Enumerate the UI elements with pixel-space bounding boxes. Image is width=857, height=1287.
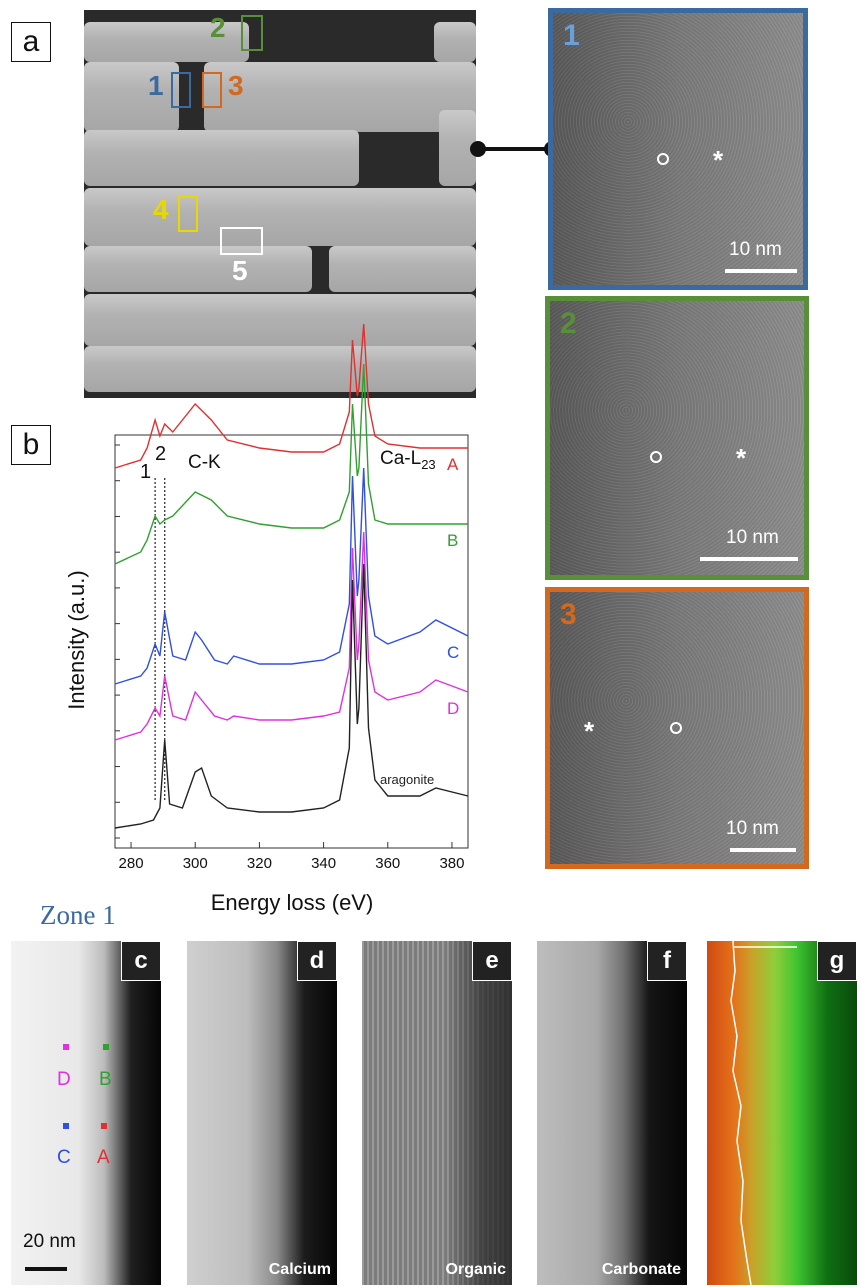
scale-label: 10 nm (726, 818, 779, 839)
crystal-marker: * (584, 716, 595, 746)
point-a-label: A (97, 1147, 110, 1168)
map-d: d Calcium (187, 941, 337, 1285)
roi-label-3: 3 (228, 70, 244, 101)
map-g: g (707, 941, 857, 1285)
series-line-D (114, 531, 469, 741)
point-a-marker (101, 1123, 107, 1129)
map-letter-f: f (647, 941, 687, 981)
map-letter-d: d (297, 941, 337, 981)
point-b-label: B (99, 1069, 112, 1090)
roi-label-1: 1 (148, 70, 164, 101)
series-label-aragonite: aragonite (380, 772, 434, 787)
scale-label: 10 nm (726, 527, 779, 548)
map-letter-e: e (472, 941, 512, 981)
series-label-B: B (447, 531, 458, 550)
edge-label-ck: C-K (188, 452, 221, 473)
boundary-outline (730, 941, 797, 1285)
amorphous-marker (650, 451, 662, 463)
tem-label-2: 2 (560, 307, 577, 340)
series-label-D: D (447, 699, 459, 718)
edge-label-cal: Ca-L23 (380, 448, 436, 472)
roi-label-5: 5 (232, 255, 248, 286)
scale-label: 10 nm (729, 239, 782, 260)
series-label-A: A (447, 455, 459, 474)
crystal-marker: * (736, 443, 747, 473)
roi-box-3 (202, 72, 222, 108)
map-scale-bar (25, 1267, 67, 1271)
connector-line (478, 147, 552, 151)
x-axis-label: Energy loss (eV) (211, 890, 374, 915)
crystal-marker: * (713, 145, 724, 175)
map-letter-c: c (121, 941, 161, 981)
zone-title: Zone 1 (40, 900, 116, 930)
map-caption-organic: Organic (445, 1261, 506, 1278)
series-line-A (114, 323, 468, 469)
map-f: f Carbonate (537, 941, 687, 1285)
connector-dot-left (470, 141, 486, 157)
map-letter-g: g (817, 941, 857, 981)
tem-label-1: 1 (563, 19, 580, 52)
peak-label-2: 2 (155, 443, 166, 465)
scale-bar (725, 269, 797, 273)
sem-image (84, 10, 476, 398)
series-label-C: C (447, 643, 459, 662)
x-tick-label-380: 380 (439, 855, 464, 872)
edge-label-cal-main: Ca-L (380, 448, 421, 469)
x-tick-label-360: 360 (375, 855, 400, 872)
panel-a-letter: a (11, 22, 51, 62)
edge-label-cal-sub: 23 (421, 457, 435, 472)
roi-box-1 (171, 72, 191, 108)
peak-label-1: 1 (140, 461, 151, 483)
series-line-B (114, 363, 468, 565)
map-caption-carbonate: Carbonate (601, 1261, 681, 1278)
roi-label-2: 2 (210, 12, 226, 43)
roi-box-4 (178, 196, 198, 232)
point-d-marker (63, 1044, 69, 1050)
point-d-label: D (57, 1069, 71, 1090)
point-c-marker (63, 1123, 69, 1129)
tem-panel-2: 2 * 10 nm (545, 296, 809, 580)
point-b-marker (103, 1044, 109, 1050)
amorphous-marker (657, 153, 669, 165)
map-scale-label: 20 nm (23, 1231, 76, 1252)
tem-label-3: 3 (560, 598, 577, 631)
map-c: c D B C A 20 nm (11, 941, 161, 1285)
map-e: e Organic (362, 941, 512, 1285)
scale-bar (730, 848, 796, 852)
panel-b-letter: b (11, 425, 51, 465)
point-c-label: C (57, 1147, 71, 1168)
x-tick-label-300: 300 (183, 855, 208, 872)
roi-box-5 (220, 227, 263, 255)
x-tick-label-280: 280 (119, 855, 144, 872)
amorphous-marker (670, 722, 682, 734)
x-tick-label-320: 320 (247, 855, 272, 872)
roi-label-4: 4 (153, 194, 169, 225)
tem-panel-3: 3 * 10 nm (545, 587, 809, 869)
map-caption-calcium: Calcium (268, 1261, 331, 1278)
x-tick-label-340: 340 (311, 855, 336, 872)
series-line-C (114, 467, 469, 685)
y-axis-label: Intensity (a.u.) (64, 570, 89, 709)
tem-panel-1: 1 * 10 nm (548, 8, 808, 290)
series-line-aragonite (114, 563, 469, 829)
plot-frame (114, 434, 469, 849)
scale-bar (700, 557, 798, 561)
roi-box-2 (241, 15, 263, 51)
